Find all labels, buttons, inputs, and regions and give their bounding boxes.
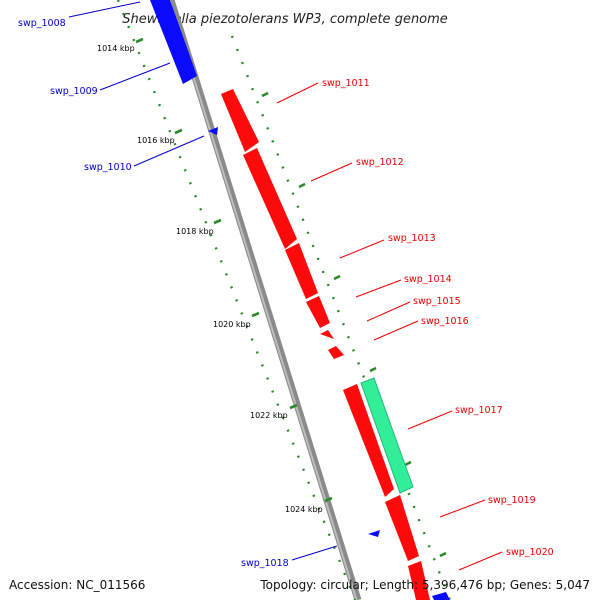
gene-label-swp-1012[interactable]: swp_1012 bbox=[356, 157, 404, 168]
map-title: Shewanella piezotolerans WP3, complete g… bbox=[122, 12, 448, 27]
gene-label-swp-1014[interactable]: swp_1014 bbox=[404, 274, 452, 285]
gene-label-swp-1016[interactable]: swp_1016 bbox=[421, 316, 469, 327]
gene-swp-1019-arrow[interactable] bbox=[385, 495, 419, 561]
gene-label-swp-1013[interactable]: swp_1013 bbox=[388, 233, 436, 244]
outer-tick-track bbox=[230, 35, 452, 600]
gene-swp-1011-arrow[interactable] bbox=[221, 89, 259, 152]
gene-label-swp-1017[interactable]: swp_1017 bbox=[455, 405, 503, 416]
gene-swp-1014-arrow[interactable] bbox=[306, 296, 330, 328]
gene-label-swp-1009[interactable]: swp_1009 bbox=[50, 86, 98, 97]
accession-text: Accession: NC_011566 bbox=[9, 578, 146, 592]
forward-genes bbox=[221, 89, 430, 600]
gene-label-swp-1018[interactable]: swp_1018 bbox=[241, 558, 289, 569]
special-genes bbox=[360, 377, 414, 494]
gene-swp-1008-arrow[interactable] bbox=[150, 0, 197, 84]
gene-swp-1013-arrow[interactable] bbox=[285, 243, 318, 299]
gene-swp-1017-feature[interactable] bbox=[360, 377, 414, 494]
gene-label-swp-1020[interactable]: swp_1020 bbox=[506, 547, 554, 558]
scale-label: 1014 kbp bbox=[97, 44, 135, 53]
genome-summary-text: Topology: circular; Length: 5,396,476 bp… bbox=[260, 578, 590, 592]
scale-label: 1024 kbp bbox=[285, 505, 323, 514]
scale-ticks bbox=[135, 37, 447, 558]
gene-label-swp-1011[interactable]: swp_1011 bbox=[322, 78, 370, 89]
gene-swp-1017-arrow[interactable] bbox=[343, 384, 394, 497]
scale-labels: 1014 kbp 1016 kbp 1018 kbp 1020 kbp 1022… bbox=[97, 44, 323, 514]
scale-label: 1016 kbp bbox=[137, 136, 175, 145]
scale-label: 1020 kbp bbox=[213, 320, 251, 329]
scale-label: 1022 kbp bbox=[250, 411, 288, 420]
leader-lines bbox=[68, 1, 503, 571]
gene-label-swp-1015[interactable]: swp_1015 bbox=[413, 296, 461, 307]
backbone bbox=[167, 0, 362, 600]
gene-swp-1016-arrow[interactable] bbox=[328, 346, 344, 359]
gene-swp-1021-arrow[interactable] bbox=[432, 592, 450, 600]
gene-labels: swp_1008 swp_1009 swp_1010 swp_1011 swp_… bbox=[18, 18, 554, 569]
gene-swp-1012-arrow[interactable] bbox=[243, 148, 297, 249]
gene-label-swp-1019[interactable]: swp_1019 bbox=[488, 495, 536, 506]
reverse-genes bbox=[150, 0, 450, 600]
gene-swp-1015-arrow[interactable] bbox=[320, 330, 334, 339]
gene-label-swp-1010[interactable]: swp_1010 bbox=[84, 162, 132, 173]
gene-label-swp-1008[interactable]: swp_1008 bbox=[18, 18, 66, 29]
scale-label: 1018 kbp bbox=[176, 227, 214, 236]
inner-tick-track bbox=[116, 0, 357, 600]
gene-swp-1018-arrow[interactable] bbox=[368, 530, 380, 537]
gene-swp-1020-arrow[interactable] bbox=[408, 561, 430, 600]
gene-swp-1010-arrow[interactable] bbox=[208, 127, 218, 135]
